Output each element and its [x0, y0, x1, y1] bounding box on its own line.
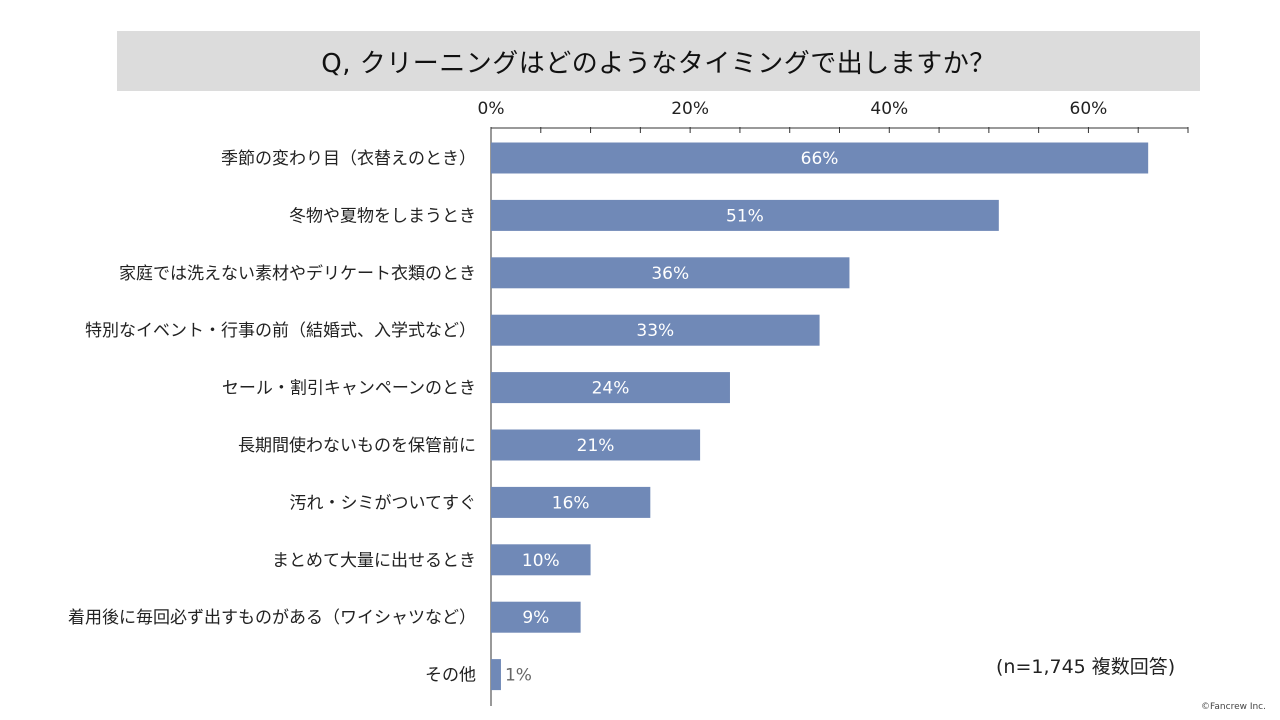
value-label: 33%	[636, 321, 674, 341]
category-label: 汚れ・シミがついてすぐ	[290, 493, 477, 513]
category-label: まとめて大量に出せるとき	[272, 551, 476, 571]
value-label: 21%	[577, 436, 615, 456]
bar	[491, 372, 730, 404]
copyright-credit: ©Fancrew Inc.	[1201, 702, 1266, 712]
bar	[491, 486, 651, 518]
x-tick-label: 40%	[870, 99, 908, 119]
chart-title: Q, クリーニングはどのようなタイミングで出しますか？	[321, 48, 996, 79]
chart-title-band: Q, クリーニングはどのようなタイミングで出しますか？	[117, 31, 1200, 91]
sample-note: (n=1,745 複数回答)	[996, 656, 1176, 678]
bar	[491, 199, 999, 231]
value-label: 36%	[651, 264, 689, 284]
x-tick-label: 60%	[1070, 99, 1108, 119]
value-label: 9%	[522, 608, 549, 628]
value-label: 66%	[801, 149, 839, 169]
value-label: 24%	[592, 379, 630, 399]
category-label: 季節の変わり目（衣替えのとき）	[221, 149, 476, 169]
bar	[491, 314, 820, 346]
bar	[491, 659, 501, 691]
bar	[491, 429, 701, 461]
value-label: 51%	[726, 206, 764, 226]
bar	[491, 142, 1149, 174]
value-label: 10%	[522, 551, 560, 571]
category-label: 冬物や夏物をしまうとき	[289, 206, 476, 226]
x-tick-label: 0%	[478, 99, 505, 119]
category-label: 長期間使わないものを保管前に	[238, 435, 476, 456]
value-label: 16%	[552, 493, 590, 513]
value-label: 1%	[505, 666, 532, 686]
bar	[491, 257, 850, 289]
x-tick-label: 20%	[671, 99, 709, 119]
category-label: 特別なイベント・行事の前（結婚式、入学式など）	[85, 321, 476, 341]
category-label: セール・割引キャンペーンのとき	[222, 379, 476, 399]
category-label: その他	[425, 666, 476, 686]
category-label: 家庭では洗えない素材やデリケート衣類のとき	[119, 263, 476, 284]
bar	[491, 601, 581, 633]
category-label: 着用後に毎回必ず出すものがある（ワイシャツなど）	[68, 608, 476, 628]
bar	[491, 544, 591, 576]
